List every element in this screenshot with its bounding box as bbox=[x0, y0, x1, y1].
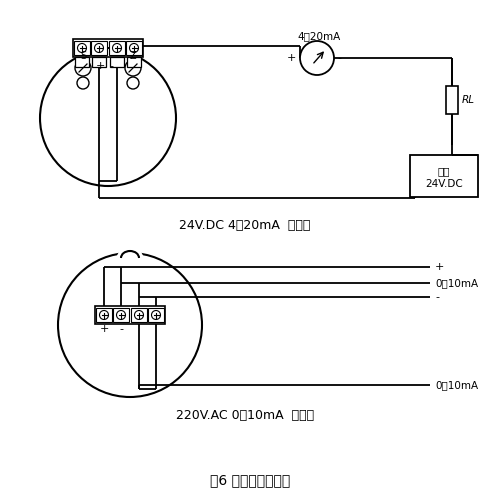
Text: +: + bbox=[435, 262, 444, 272]
Bar bbox=[410, 155, 478, 197]
Bar bbox=[109, 41, 125, 55]
Text: 24V.DC 4～20mA  两线制: 24V.DC 4～20mA 两线制 bbox=[180, 219, 310, 232]
Bar bbox=[95, 306, 165, 324]
Bar bbox=[74, 41, 90, 55]
Bar bbox=[91, 41, 107, 55]
Text: 0～10mA: 0～10mA bbox=[435, 380, 478, 390]
Circle shape bbox=[40, 50, 176, 186]
Bar bbox=[126, 41, 142, 55]
Text: 电源: 电源 bbox=[438, 166, 450, 176]
Text: 220V.AC 0～10mA  四线制: 220V.AC 0～10mA 四线制 bbox=[176, 408, 314, 421]
Bar bbox=[92, 57, 106, 67]
Bar bbox=[446, 86, 458, 114]
Text: S: S bbox=[80, 51, 86, 61]
Bar bbox=[148, 308, 164, 322]
Circle shape bbox=[58, 253, 202, 397]
Text: 0～10mA: 0～10mA bbox=[435, 278, 478, 288]
Bar bbox=[113, 308, 129, 322]
Text: 4～20mA: 4～20mA bbox=[298, 31, 341, 41]
Text: RL: RL bbox=[462, 95, 475, 105]
Text: -: - bbox=[119, 324, 123, 334]
Text: 图6 电远传型接线图: 图6 电远传型接线图 bbox=[210, 473, 290, 487]
Text: -: - bbox=[435, 292, 439, 302]
Circle shape bbox=[300, 41, 334, 75]
Bar bbox=[110, 57, 124, 67]
Text: +: + bbox=[100, 324, 108, 334]
Bar bbox=[127, 57, 141, 67]
Bar bbox=[131, 308, 147, 322]
Bar bbox=[73, 39, 143, 57]
Text: 24V.DC: 24V.DC bbox=[425, 179, 463, 189]
Bar bbox=[96, 308, 112, 322]
Text: -: - bbox=[109, 61, 113, 71]
Bar bbox=[75, 57, 89, 67]
Text: +: + bbox=[96, 61, 104, 71]
Text: Z: Z bbox=[130, 51, 136, 61]
Text: +: + bbox=[286, 53, 296, 63]
Text: -: - bbox=[337, 53, 341, 63]
